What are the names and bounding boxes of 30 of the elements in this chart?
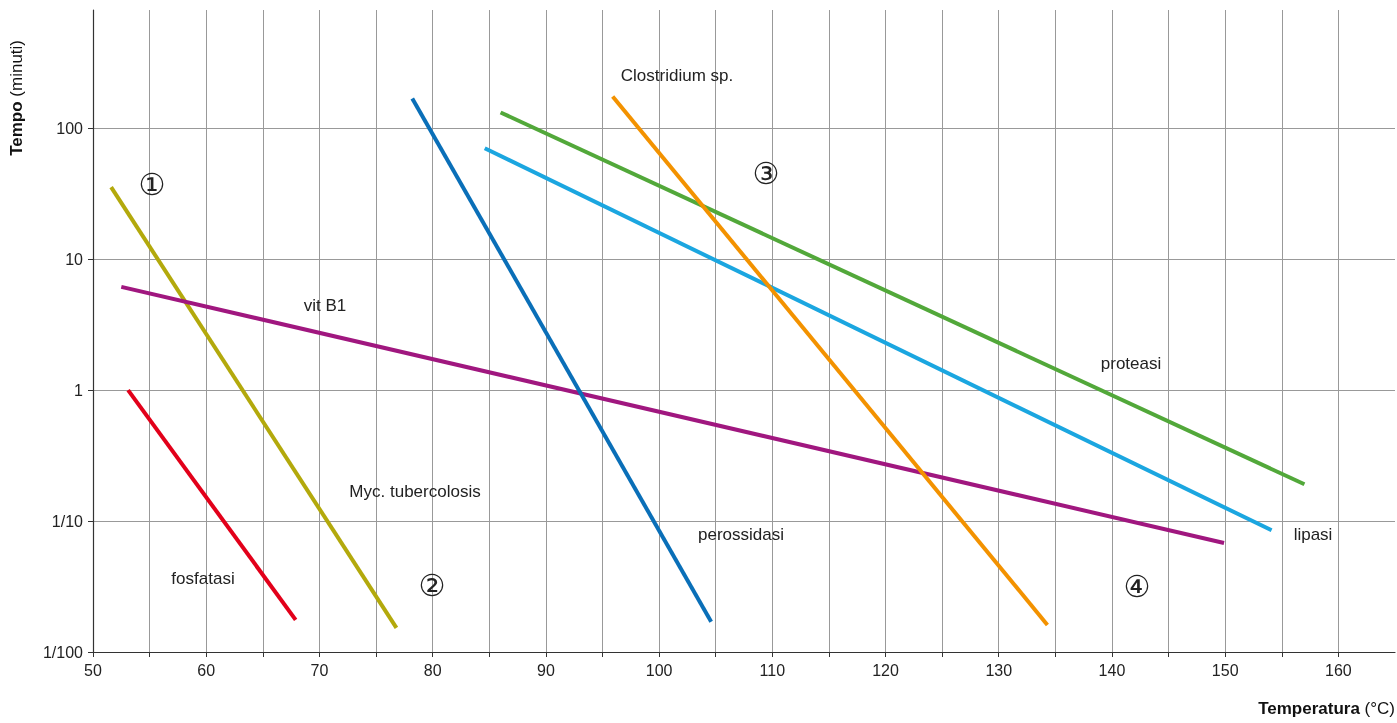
x-tick-label: 160	[1325, 661, 1352, 679]
y-tick-label: 100	[56, 119, 84, 137]
x-tick-label: 50	[84, 661, 102, 679]
x-tick-label: 150	[1211, 661, 1239, 679]
x-tick-label: 110	[759, 661, 786, 679]
annotation: ③	[752, 155, 780, 191]
y-tick-label: 1	[74, 381, 84, 399]
series-label: fosfatasi	[171, 568, 235, 588]
x-tick-label: 70	[310, 661, 329, 679]
x-tick-label: 140	[1098, 661, 1126, 679]
series-label: lipasi	[1293, 524, 1333, 544]
annotation: ①	[138, 166, 166, 202]
series-label: perossidasi	[698, 524, 784, 544]
x-tick-label: 130	[985, 661, 1013, 679]
x-axis-title: Temperatura (°C)	[1258, 699, 1395, 718]
y-tick-label: 1/100	[42, 643, 84, 661]
annotation: ④	[1123, 568, 1151, 604]
x-tick-label: 60	[197, 661, 216, 679]
x-tick-label: 80	[423, 661, 442, 679]
x-tick-label: 100	[645, 661, 673, 679]
y-tick-label: 1/10	[51, 512, 84, 530]
series-label: proteasi	[1100, 353, 1162, 373]
series-label: vit B1	[303, 295, 347, 315]
series-label: Clostridium sp.	[620, 65, 734, 85]
series-label: Myc. tubercolosis	[349, 481, 481, 501]
y-axis-title: Tempo (minuti)	[7, 39, 26, 156]
annotation: ②	[418, 567, 446, 603]
y-tick-label: 10	[65, 250, 84, 268]
x-tick-label: 90	[536, 661, 555, 679]
x-tick-label: 120	[872, 661, 899, 679]
